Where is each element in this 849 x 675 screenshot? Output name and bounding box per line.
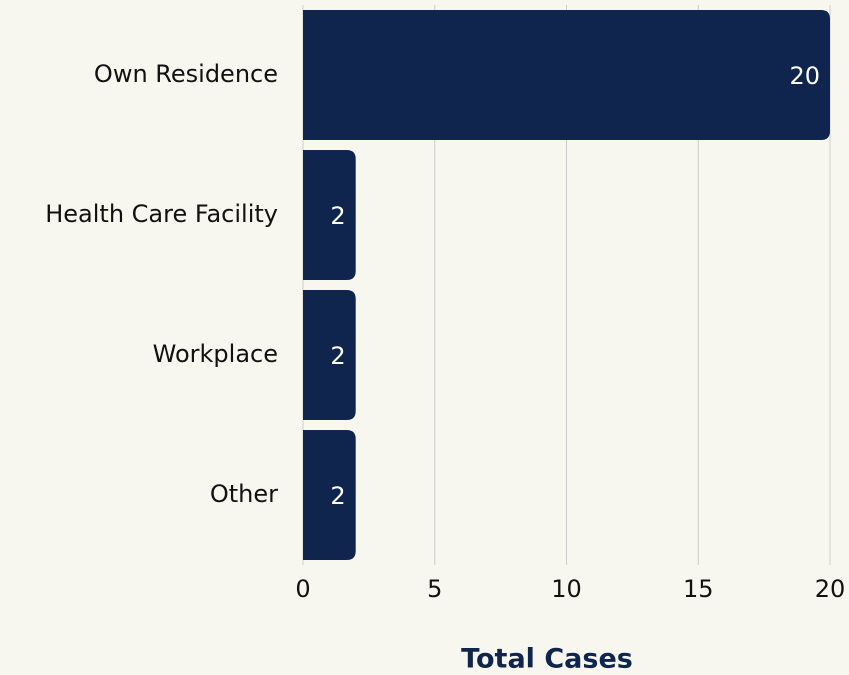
value-label: 20 bbox=[789, 62, 820, 90]
x-tick-label: 20 bbox=[815, 575, 846, 603]
x-tick-label: 10 bbox=[551, 575, 582, 603]
x-tick-label: 5 bbox=[427, 575, 442, 603]
bar bbox=[303, 290, 356, 420]
bar bbox=[303, 10, 830, 140]
y-tick-label: Health Care Facility bbox=[45, 200, 278, 228]
y-tick-label: Own Residence bbox=[94, 60, 278, 88]
value-label: 2 bbox=[330, 482, 345, 510]
bar bbox=[303, 150, 356, 280]
y-tick-label: Workplace bbox=[153, 340, 278, 368]
x-tick-label: 15 bbox=[683, 575, 714, 603]
bar bbox=[303, 430, 356, 560]
x-axis-title: Total Cases bbox=[461, 644, 633, 675]
x-tick-label: 0 bbox=[295, 575, 310, 603]
y-tick-label: Other bbox=[210, 480, 278, 508]
value-label: 2 bbox=[330, 342, 345, 370]
value-label: 2 bbox=[330, 202, 345, 230]
